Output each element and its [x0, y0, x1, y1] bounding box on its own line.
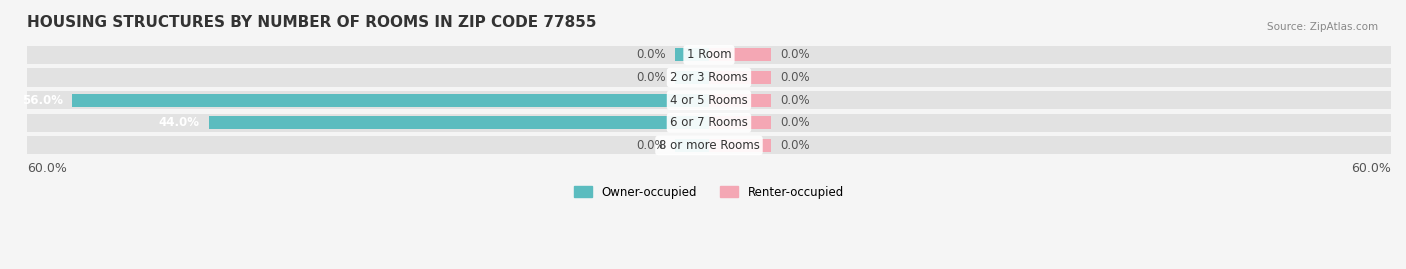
Bar: [709, 94, 772, 107]
Bar: [73, 94, 709, 107]
Text: 1 Room: 1 Room: [686, 48, 731, 61]
Bar: [27, 91, 1391, 109]
Bar: [27, 136, 1391, 154]
Bar: [675, 139, 709, 152]
Text: 0.0%: 0.0%: [780, 48, 810, 61]
Bar: [675, 71, 709, 84]
Text: 6 or 7 Rooms: 6 or 7 Rooms: [671, 116, 748, 129]
Bar: [27, 69, 1391, 87]
Bar: [709, 48, 772, 62]
Text: 4 or 5 Rooms: 4 or 5 Rooms: [671, 94, 748, 107]
Text: 2 or 3 Rooms: 2 or 3 Rooms: [671, 71, 748, 84]
Legend: Owner-occupied, Renter-occupied: Owner-occupied, Renter-occupied: [569, 181, 849, 203]
Bar: [27, 114, 1391, 132]
Bar: [709, 71, 772, 84]
Text: HOUSING STRUCTURES BY NUMBER OF ROOMS IN ZIP CODE 77855: HOUSING STRUCTURES BY NUMBER OF ROOMS IN…: [27, 15, 596, 30]
Text: 56.0%: 56.0%: [22, 94, 63, 107]
Text: 0.0%: 0.0%: [780, 116, 810, 129]
Text: 8 or more Rooms: 8 or more Rooms: [658, 139, 759, 152]
Bar: [675, 48, 709, 62]
Text: 0.0%: 0.0%: [780, 71, 810, 84]
Bar: [709, 139, 772, 152]
Text: 0.0%: 0.0%: [636, 48, 666, 61]
Bar: [209, 116, 709, 129]
Text: 0.0%: 0.0%: [636, 139, 666, 152]
Text: 0.0%: 0.0%: [780, 139, 810, 152]
Text: Source: ZipAtlas.com: Source: ZipAtlas.com: [1267, 22, 1378, 31]
Text: 60.0%: 60.0%: [27, 162, 67, 175]
Text: 60.0%: 60.0%: [1351, 162, 1391, 175]
Text: 44.0%: 44.0%: [159, 116, 200, 129]
Bar: [709, 116, 772, 129]
Text: 0.0%: 0.0%: [780, 94, 810, 107]
Text: 0.0%: 0.0%: [636, 71, 666, 84]
Bar: [27, 46, 1391, 64]
